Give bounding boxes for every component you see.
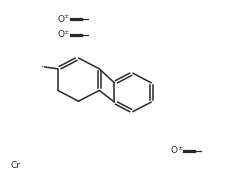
- Text: -: -: [46, 63, 49, 72]
- Text: O: O: [58, 15, 65, 24]
- Text: ·: ·: [41, 62, 44, 72]
- Text: O: O: [171, 146, 178, 156]
- Text: ±: ±: [64, 14, 69, 19]
- Text: ±: ±: [64, 30, 69, 35]
- Text: Cr: Cr: [10, 161, 20, 170]
- Text: O: O: [58, 30, 65, 39]
- Text: ±: ±: [177, 146, 182, 151]
